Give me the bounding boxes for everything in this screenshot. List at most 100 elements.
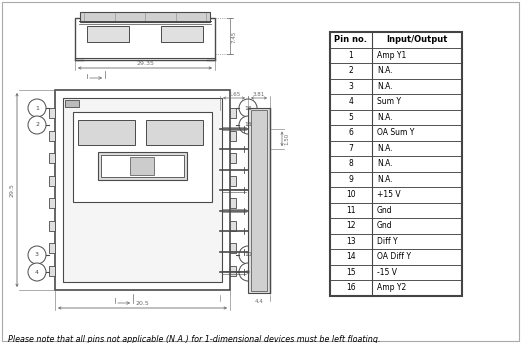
Bar — [63, 98, 222, 282]
Text: 5: 5 — [349, 113, 353, 122]
Bar — [87, 26, 129, 42]
Text: +15 V: +15 V — [377, 190, 401, 199]
Bar — [49, 131, 55, 141]
Bar — [248, 108, 270, 293]
Bar — [78, 120, 135, 145]
Text: 9: 9 — [349, 175, 353, 184]
Bar — [330, 32, 462, 47]
Text: 10: 10 — [244, 252, 252, 258]
Text: 4.4: 4.4 — [255, 299, 264, 304]
Bar — [49, 221, 55, 231]
Bar — [330, 47, 462, 63]
Text: 8: 8 — [349, 159, 353, 168]
Bar — [49, 198, 55, 208]
Text: 29.5: 29.5 — [10, 183, 15, 197]
Bar — [230, 198, 236, 208]
Bar — [330, 32, 462, 296]
Bar — [230, 221, 236, 231]
Text: N.A.: N.A. — [377, 113, 393, 122]
Text: 1: 1 — [35, 106, 39, 110]
Text: 15: 15 — [244, 122, 252, 128]
Bar — [80, 12, 210, 22]
Circle shape — [239, 99, 257, 117]
Text: 10: 10 — [346, 190, 356, 199]
Text: 6: 6 — [349, 128, 353, 137]
Bar — [330, 280, 462, 296]
Bar — [49, 108, 55, 118]
Text: 7: 7 — [349, 144, 353, 153]
Text: 12: 12 — [346, 221, 356, 230]
Bar — [330, 172, 462, 187]
Text: 16: 16 — [346, 283, 356, 292]
Bar — [330, 218, 462, 234]
Bar — [49, 266, 55, 276]
Circle shape — [28, 263, 46, 281]
Text: Sum Y: Sum Y — [377, 97, 401, 106]
Bar — [49, 243, 55, 253]
Text: N.A.: N.A. — [377, 159, 393, 168]
Text: Pin no.: Pin no. — [334, 35, 367, 44]
Circle shape — [28, 116, 46, 134]
Text: N.A.: N.A. — [377, 144, 393, 153]
Bar — [230, 108, 236, 118]
Bar — [98, 152, 187, 180]
Text: 3.81: 3.81 — [253, 92, 265, 97]
Text: Input/Output: Input/Output — [386, 35, 448, 44]
Bar — [330, 109, 462, 125]
Bar — [65, 100, 79, 107]
Text: 11: 11 — [346, 206, 356, 215]
Text: 3: 3 — [35, 252, 39, 258]
Bar — [101, 155, 184, 177]
Text: 29.35: 29.35 — [136, 61, 154, 66]
Bar — [230, 153, 236, 163]
Bar — [130, 157, 154, 175]
Circle shape — [239, 246, 257, 264]
Bar — [230, 243, 236, 253]
Circle shape — [28, 246, 46, 264]
Text: 9: 9 — [246, 270, 250, 274]
Circle shape — [239, 263, 257, 281]
Text: 1.50: 1.50 — [284, 133, 289, 145]
Text: N.A.: N.A. — [377, 82, 393, 91]
Bar — [49, 176, 55, 186]
Text: Amp Y2: Amp Y2 — [377, 283, 406, 292]
Bar — [330, 63, 462, 79]
Text: 20.5: 20.5 — [135, 301, 150, 306]
Text: 14: 14 — [346, 252, 356, 261]
Text: Amp Y1: Amp Y1 — [377, 51, 406, 60]
Bar — [330, 234, 462, 249]
Text: Gnd: Gnd — [377, 206, 393, 215]
Bar — [49, 153, 55, 163]
Bar — [330, 249, 462, 264]
Bar — [230, 266, 236, 276]
Text: -15 V: -15 V — [377, 268, 397, 277]
Text: OA Sum Y: OA Sum Y — [377, 128, 414, 137]
Bar — [330, 187, 462, 202]
Circle shape — [28, 99, 46, 117]
Bar — [330, 202, 462, 218]
Bar — [330, 156, 462, 172]
Text: 3: 3 — [349, 82, 353, 91]
Text: 1: 1 — [349, 51, 353, 60]
Text: 4: 4 — [349, 97, 353, 106]
Circle shape — [239, 116, 257, 134]
Bar — [230, 131, 236, 141]
Text: OA Diff Y: OA Diff Y — [377, 252, 411, 261]
Text: 2: 2 — [349, 66, 353, 75]
Bar — [55, 90, 230, 290]
Text: 2: 2 — [35, 122, 39, 128]
Text: Diff Y: Diff Y — [377, 237, 398, 246]
Text: 7.45: 7.45 — [232, 31, 237, 43]
Text: 15: 15 — [346, 268, 356, 277]
Bar — [330, 141, 462, 156]
Text: N.A.: N.A. — [377, 175, 393, 184]
Text: 1.65: 1.65 — [228, 92, 240, 97]
Bar — [330, 264, 462, 280]
Bar — [75, 18, 215, 60]
Bar — [146, 120, 203, 145]
Text: 13: 13 — [346, 237, 356, 246]
Text: 16: 16 — [244, 106, 252, 110]
Bar — [73, 112, 212, 202]
Bar — [330, 125, 462, 141]
Text: Please note that all pins not applicable (N.A.) for 1-dimensional devices must b: Please note that all pins not applicable… — [8, 335, 380, 343]
